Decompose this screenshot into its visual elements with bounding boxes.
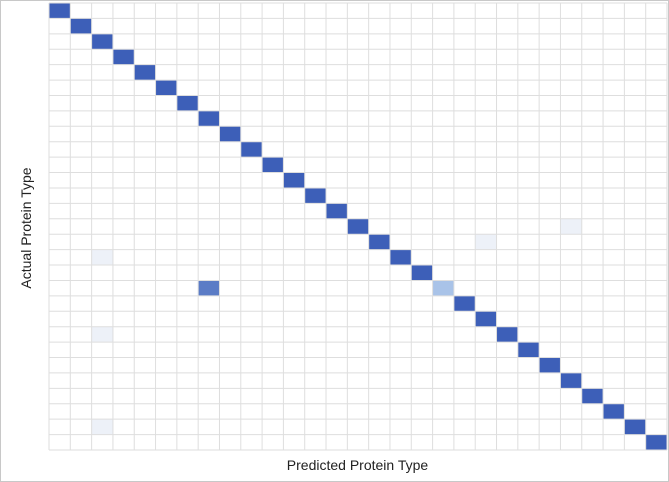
heatmap-cell-r22-c22 [517, 342, 540, 358]
heatmap-cell-r26-c26 [603, 403, 625, 420]
heatmap-cell-r16-c16 [389, 249, 412, 266]
heatmap-cell-r7-c7 [198, 110, 220, 127]
heatmap-cell-r21-c21 [496, 326, 518, 343]
heatmap-cell-r3-c3 [112, 49, 135, 65]
heatmap-cell-r2-c2 [91, 33, 113, 50]
heatmap-cell-r18-c7 [198, 280, 220, 296]
heatmap-cell-r4-c4 [134, 64, 156, 81]
heatmap-cell-r27-c2 [91, 419, 113, 435]
heatmap-cell-r10-c10 [262, 157, 284, 173]
heatmap-cell-r27-c27 [624, 419, 646, 435]
heatmap-cell-r24-c24 [560, 372, 582, 389]
heatmap-cell-r14-c24 [560, 218, 582, 235]
heatmap-cell-r20-c20 [475, 311, 497, 327]
x-axis-label: Predicted Protein Type [286, 457, 429, 473]
heatmap-cell-r1-c1 [70, 18, 92, 34]
heatmap-cell-r9-c9 [240, 141, 263, 158]
heatmap-cell-r11-c11 [283, 172, 305, 188]
heatmap-cell-r15-c15 [368, 234, 390, 250]
heatmap-cell-r6-c6 [176, 95, 199, 111]
heatmap-cell-r25-c25 [581, 388, 604, 404]
heatmap-grid [48, 2, 668, 451]
heatmap-cell-r23-c23 [539, 357, 561, 373]
heatmap-cell-r18-c18 [432, 280, 454, 296]
heatmap-cell-r0-c0 [49, 3, 71, 19]
heatmap-cell-r17-c17 [411, 265, 433, 281]
heatmap-cell-r12-c12 [304, 187, 327, 204]
heatmap-cell-r13-c13 [326, 203, 348, 219]
heatmap-cell-r14-c14 [347, 218, 369, 235]
heatmap-cell-r16-c2 [91, 249, 113, 266]
heatmap-cell-r28-c28 [645, 434, 667, 450]
confusion-matrix-heatmap [48, 2, 668, 451]
heatmap-cell-r8-c8 [219, 126, 241, 142]
heatmap-cell-r21-c2 [91, 326, 113, 343]
heatmap-cell-r15-c20 [475, 234, 497, 250]
heatmap-cells [49, 3, 667, 450]
y-axis-label: Actual Protein Type [18, 167, 34, 289]
heatmap-cell-r19-c19 [453, 295, 476, 312]
heatmap-cell-r5-c5 [155, 80, 177, 96]
